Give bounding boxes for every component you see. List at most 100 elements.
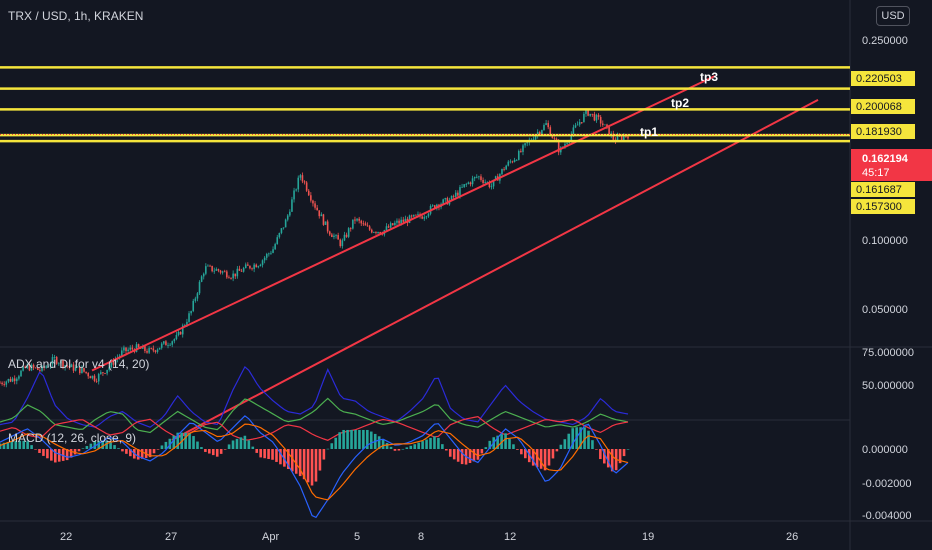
macd-indicator-title[interactable]: MACD (12, 26, close, 9) (8, 431, 137, 445)
candle-body (150, 348, 153, 349)
macd-histogram-bar (393, 449, 397, 451)
candle-body (200, 276, 203, 282)
macd-histogram-bar (247, 440, 251, 449)
last-price-tag: 0.162194 45:17 (851, 149, 932, 181)
macd-histogram-bar (6, 441, 10, 449)
candle-body (482, 179, 484, 183)
candle-body (261, 260, 264, 265)
trend-channel[interactable] (91, 75, 819, 441)
candle-body (163, 341, 165, 344)
macd-histogram-bar (294, 449, 298, 474)
macd-histogram-bar (543, 449, 547, 471)
adx-indicator-title[interactable]: ADX and DI for v4 (14, 20) (8, 357, 150, 371)
candle-body (511, 161, 514, 163)
macd-histogram-bar (176, 432, 180, 449)
macd-histogram-bar (314, 449, 318, 482)
channel-lower-line (171, 99, 819, 441)
macd-histogram-bar (164, 441, 168, 449)
candle-body (274, 244, 276, 250)
candle-body (553, 138, 556, 140)
candle-body (192, 300, 195, 312)
candle-body (211, 265, 213, 272)
macd-histogram-bar (188, 432, 191, 449)
candle-body (427, 213, 430, 217)
candle-body (299, 175, 302, 178)
price-levels[interactable] (0, 66, 850, 143)
candle-body (331, 234, 333, 238)
macd-histogram-bar (362, 429, 365, 449)
candle-body (58, 363, 60, 365)
candle-body (34, 367, 37, 369)
macd-histogram-bar (77, 449, 81, 452)
candle-body (177, 331, 180, 336)
macd-histogram-bar (516, 449, 519, 450)
macd-histogram-bar (113, 445, 116, 449)
macd-histogram-bar (30, 445, 33, 449)
macd-histogram-bar (85, 446, 89, 449)
candle-body (259, 264, 262, 267)
candle-body (60, 360, 62, 364)
candle-body (194, 298, 197, 301)
candle-body (593, 113, 596, 121)
candle-body (534, 135, 537, 140)
macd-histogram-bar (504, 433, 507, 449)
candle-body (282, 227, 285, 229)
candle-body (190, 311, 192, 314)
currency-button[interactable]: USD (876, 6, 910, 26)
candle-body (291, 199, 293, 212)
symbol-title[interactable]: TRX / USD, 1h, KRAKEN (8, 9, 144, 23)
macd-histogram-bar (0, 443, 2, 449)
macd-histogram-bar (283, 449, 286, 467)
candle-body (566, 142, 568, 144)
time-tick-label: 22 (60, 531, 72, 543)
candle-body (454, 192, 457, 197)
candle-body (148, 348, 150, 353)
macd-histogram-bar (235, 438, 239, 449)
candle-body (509, 161, 512, 163)
candle-body (503, 168, 505, 170)
candle-body (354, 219, 356, 221)
candle-body (545, 123, 547, 125)
macd-histogram-bar (34, 449, 37, 450)
macd-histogram-bar (583, 427, 586, 449)
candle-body (459, 187, 461, 196)
candle-body (362, 223, 365, 225)
candle-body (484, 182, 486, 183)
candle-body (520, 150, 522, 152)
candle-body (234, 273, 237, 277)
candle-body (360, 220, 363, 224)
candle-body (152, 348, 155, 351)
level-tag-value: 0.157300 (856, 201, 902, 213)
macd-histogram-bar (101, 440, 104, 449)
candle-body (400, 219, 402, 224)
macd-histogram-bar (480, 449, 484, 454)
macd-histogram-bar (255, 449, 259, 453)
candle-body (564, 143, 566, 147)
macd-histogram-bar (73, 449, 77, 455)
macd-histogram-bar (460, 449, 464, 465)
candle-body (536, 132, 539, 136)
candle-body (76, 366, 79, 368)
candle-body (213, 270, 216, 272)
candle-body (505, 165, 507, 170)
level-tag-value: 0.161687 (856, 184, 902, 196)
candle-body (494, 176, 497, 180)
time-tick-label: 19 (642, 531, 654, 543)
macd-histogram-bar (508, 438, 511, 449)
time-tick-label: 12 (504, 531, 516, 543)
macd-histogram-bar (618, 449, 622, 464)
candle-body (284, 219, 287, 228)
time-tick-label: 5 (354, 531, 360, 543)
macd-histogram-bar (381, 438, 385, 449)
level-tag-tp2: 0.200068 (851, 99, 915, 114)
candle-body (347, 228, 350, 237)
macd-histogram-bar (160, 445, 164, 449)
macd-histogram-bar (417, 442, 420, 449)
candle-body (45, 366, 48, 368)
candle-body (391, 223, 394, 226)
candle-body (205, 266, 207, 274)
di-plus-line (0, 397, 629, 434)
candle-body (181, 325, 184, 335)
macd-histogram-bar (539, 449, 543, 469)
